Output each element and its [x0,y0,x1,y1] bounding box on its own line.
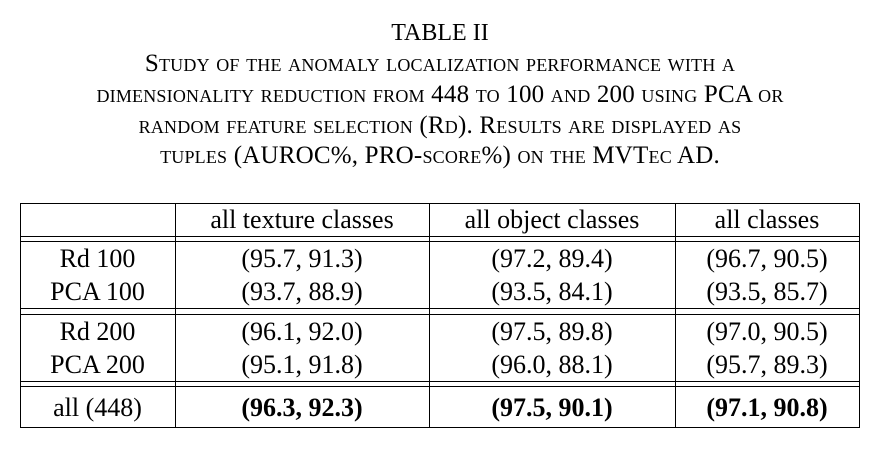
row-label: Rd 200 [59,317,136,346]
results-table: all texture classes all object classes a… [20,203,860,429]
caption-line-1: Study of the anomaly localization perfor… [144,50,736,77]
table-rule [20,203,860,204]
table-rule [20,427,860,428]
table-cell: (93.5, 84.1) [491,277,613,306]
table-number: TABLE II [391,20,489,46]
caption-line-4: tuples (AUROC%, PRO-score%) on the MVTec… [160,142,720,169]
table-cell: (97.2, 89.4) [491,244,613,273]
row-label: Rd 100 [59,244,136,273]
table-rule [20,203,21,428]
table-rule [20,381,860,382]
table-rule [175,203,176,428]
caption-line-2: dimensionality reduction from 448 to 100… [96,81,784,108]
table-rule [20,236,860,237]
table-rule [675,203,676,428]
table-cell: (96.3, 92.3) [241,393,363,422]
header-cell-all: all classes [714,205,820,234]
table-cell: (96.7, 90.5) [706,244,828,273]
table-rule [859,203,860,428]
table-cell: (97.1, 90.8) [706,393,828,422]
table-cell: (95.7, 89.3) [706,350,828,379]
table-cell: (96.1, 92.0) [241,317,363,346]
table-rule [20,308,860,309]
table-rule [20,386,860,387]
header-cell-texture: all texture classes [210,205,394,234]
table-cell: (95.1, 91.8) [241,350,363,379]
table-cell: (97.5, 89.8) [491,317,613,346]
header-cell-object: all object classes [464,205,640,234]
row-label: all (448) [53,393,142,422]
table-rule [20,314,860,315]
table-cell: (93.5, 85.7) [706,277,828,306]
row-label: PCA 100 [50,277,145,306]
table-cell: (97.0, 90.5) [706,317,828,346]
table-cell: (93.7, 88.9) [241,277,363,306]
table-rule [429,203,430,428]
row-label: PCA 200 [50,350,145,379]
table-cell: (95.7, 91.3) [241,244,363,273]
table-cell: (96.0, 88.1) [491,350,613,379]
table-rule [20,241,860,242]
caption-line-3: random feature selection (Rd). Results a… [138,112,742,139]
table-cell: (97.5, 90.1) [491,393,613,422]
